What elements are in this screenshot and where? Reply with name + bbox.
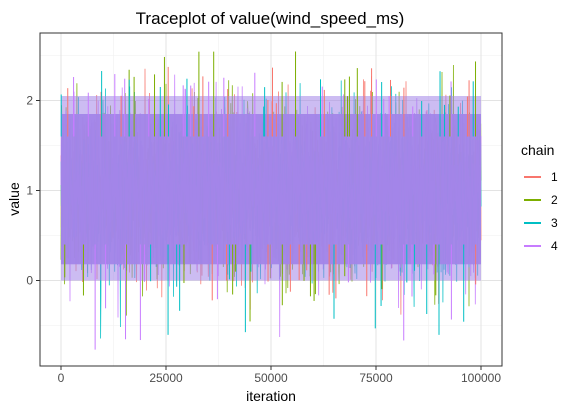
x-tick-label: 100000	[461, 371, 501, 385]
x-tick-label: 75000	[359, 371, 393, 385]
x-tick-label: 50000	[254, 371, 288, 385]
y-tick-label: 2	[26, 94, 33, 108]
legend-label-2: 2	[551, 193, 558, 207]
plot-panel	[39, 32, 503, 367]
legend: chain 1 2 3 4	[521, 142, 558, 253]
chart-title: Traceplot of value(wind_speed_ms)	[136, 9, 405, 28]
trace-overlap-core	[61, 114, 481, 265]
y-axis: 0 1 2	[26, 94, 40, 288]
y-tick-label: 1	[26, 184, 33, 198]
y-tick-label: 0	[26, 274, 33, 288]
x-axis-title: iteration	[246, 388, 296, 404]
legend-label-4: 4	[551, 239, 558, 253]
legend-label-1: 1	[551, 170, 558, 184]
x-tick-label: 25000	[149, 371, 183, 385]
legend-label-3: 3	[551, 216, 558, 230]
legend-title: chain	[521, 142, 554, 158]
y-axis-title: value	[6, 182, 22, 216]
trace-lines	[60, 51, 482, 350]
x-tick-label: 0	[58, 371, 65, 385]
x-axis: 0 25000 50000 75000 100000	[58, 366, 501, 385]
